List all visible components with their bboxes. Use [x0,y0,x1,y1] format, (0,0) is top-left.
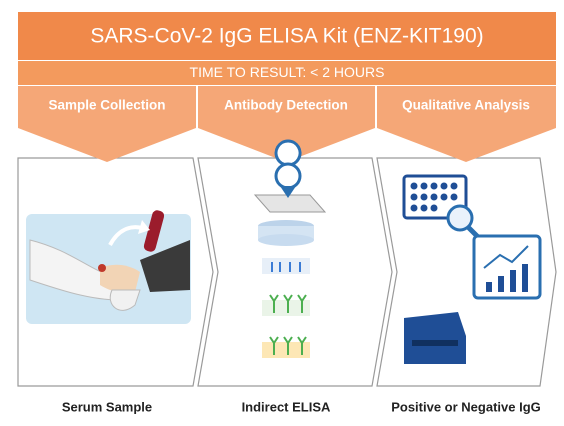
step-heading: Antibody Detection [224,98,348,113]
step-heading: Qualitative Analysis [402,98,530,113]
sample-illustration [26,209,191,324]
title: SARS-CoV-2 IgG ELISA Kit (ENZ-KIT190) [90,25,483,48]
step-result: Indirect ELISA [242,399,331,414]
step-result: Positive or Negative IgG [391,399,541,414]
subtitle: TIME TO RESULT: < 2 HOURS [190,64,385,80]
step-heading: Sample Collection [48,98,165,113]
step-result: Serum Sample [62,399,152,414]
page: {"header": {"title": "SARS-CoV-2 IgG ELI… [0,0,564,421]
infographic: SARS-CoV-2 IgG ELISA Kit (ENZ-KIT190) TI… [0,0,564,421]
